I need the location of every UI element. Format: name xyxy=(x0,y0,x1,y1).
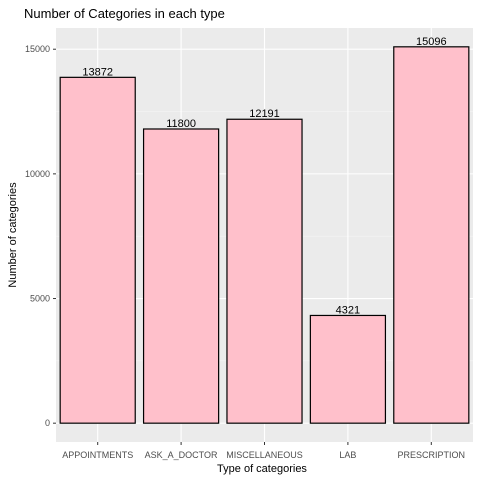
x-tick-label: ASK_A_DOCTOR xyxy=(145,450,218,460)
data-label: 15096 xyxy=(416,36,447,48)
x-tick-label: APPOINTMENTS xyxy=(62,450,133,460)
bar-prescription xyxy=(393,46,470,424)
bar-ask-a-doctor xyxy=(142,128,220,424)
y-axis-title: Number of categories xyxy=(7,182,19,288)
data-label: 12191 xyxy=(249,108,280,120)
y-tick-label: 0 xyxy=(45,418,50,428)
bars xyxy=(59,46,470,424)
data-label: 4321 xyxy=(336,304,360,316)
x-axis-title: Type of categories xyxy=(217,463,307,475)
x-axis: APPOINTMENTS ASK_A_DOCTOR MISCELLANEOUS LAB… xyxy=(62,442,465,460)
data-label: 11800 xyxy=(166,118,196,130)
y-tick-label: 5000 xyxy=(30,294,50,304)
x-tick-label: PRESCRIPTION xyxy=(398,450,466,460)
x-tick-label: MISCELLANEOUS xyxy=(226,450,303,460)
chart-title: Number of Categories in each type xyxy=(24,6,225,21)
bar-miscellaneous xyxy=(226,118,303,424)
bar-lab xyxy=(309,314,387,424)
data-label: 13872 xyxy=(82,66,113,78)
x-tick-label: LAB xyxy=(339,450,356,460)
bar-appointments xyxy=(59,76,136,424)
y-tick-label: 15000 xyxy=(25,44,50,54)
y-tick-label: 10000 xyxy=(25,169,50,179)
data-labels: 13872 11800 12191 4321 15096 xyxy=(82,36,446,317)
y-axis: 0 5000 10000 15000 xyxy=(25,44,56,428)
